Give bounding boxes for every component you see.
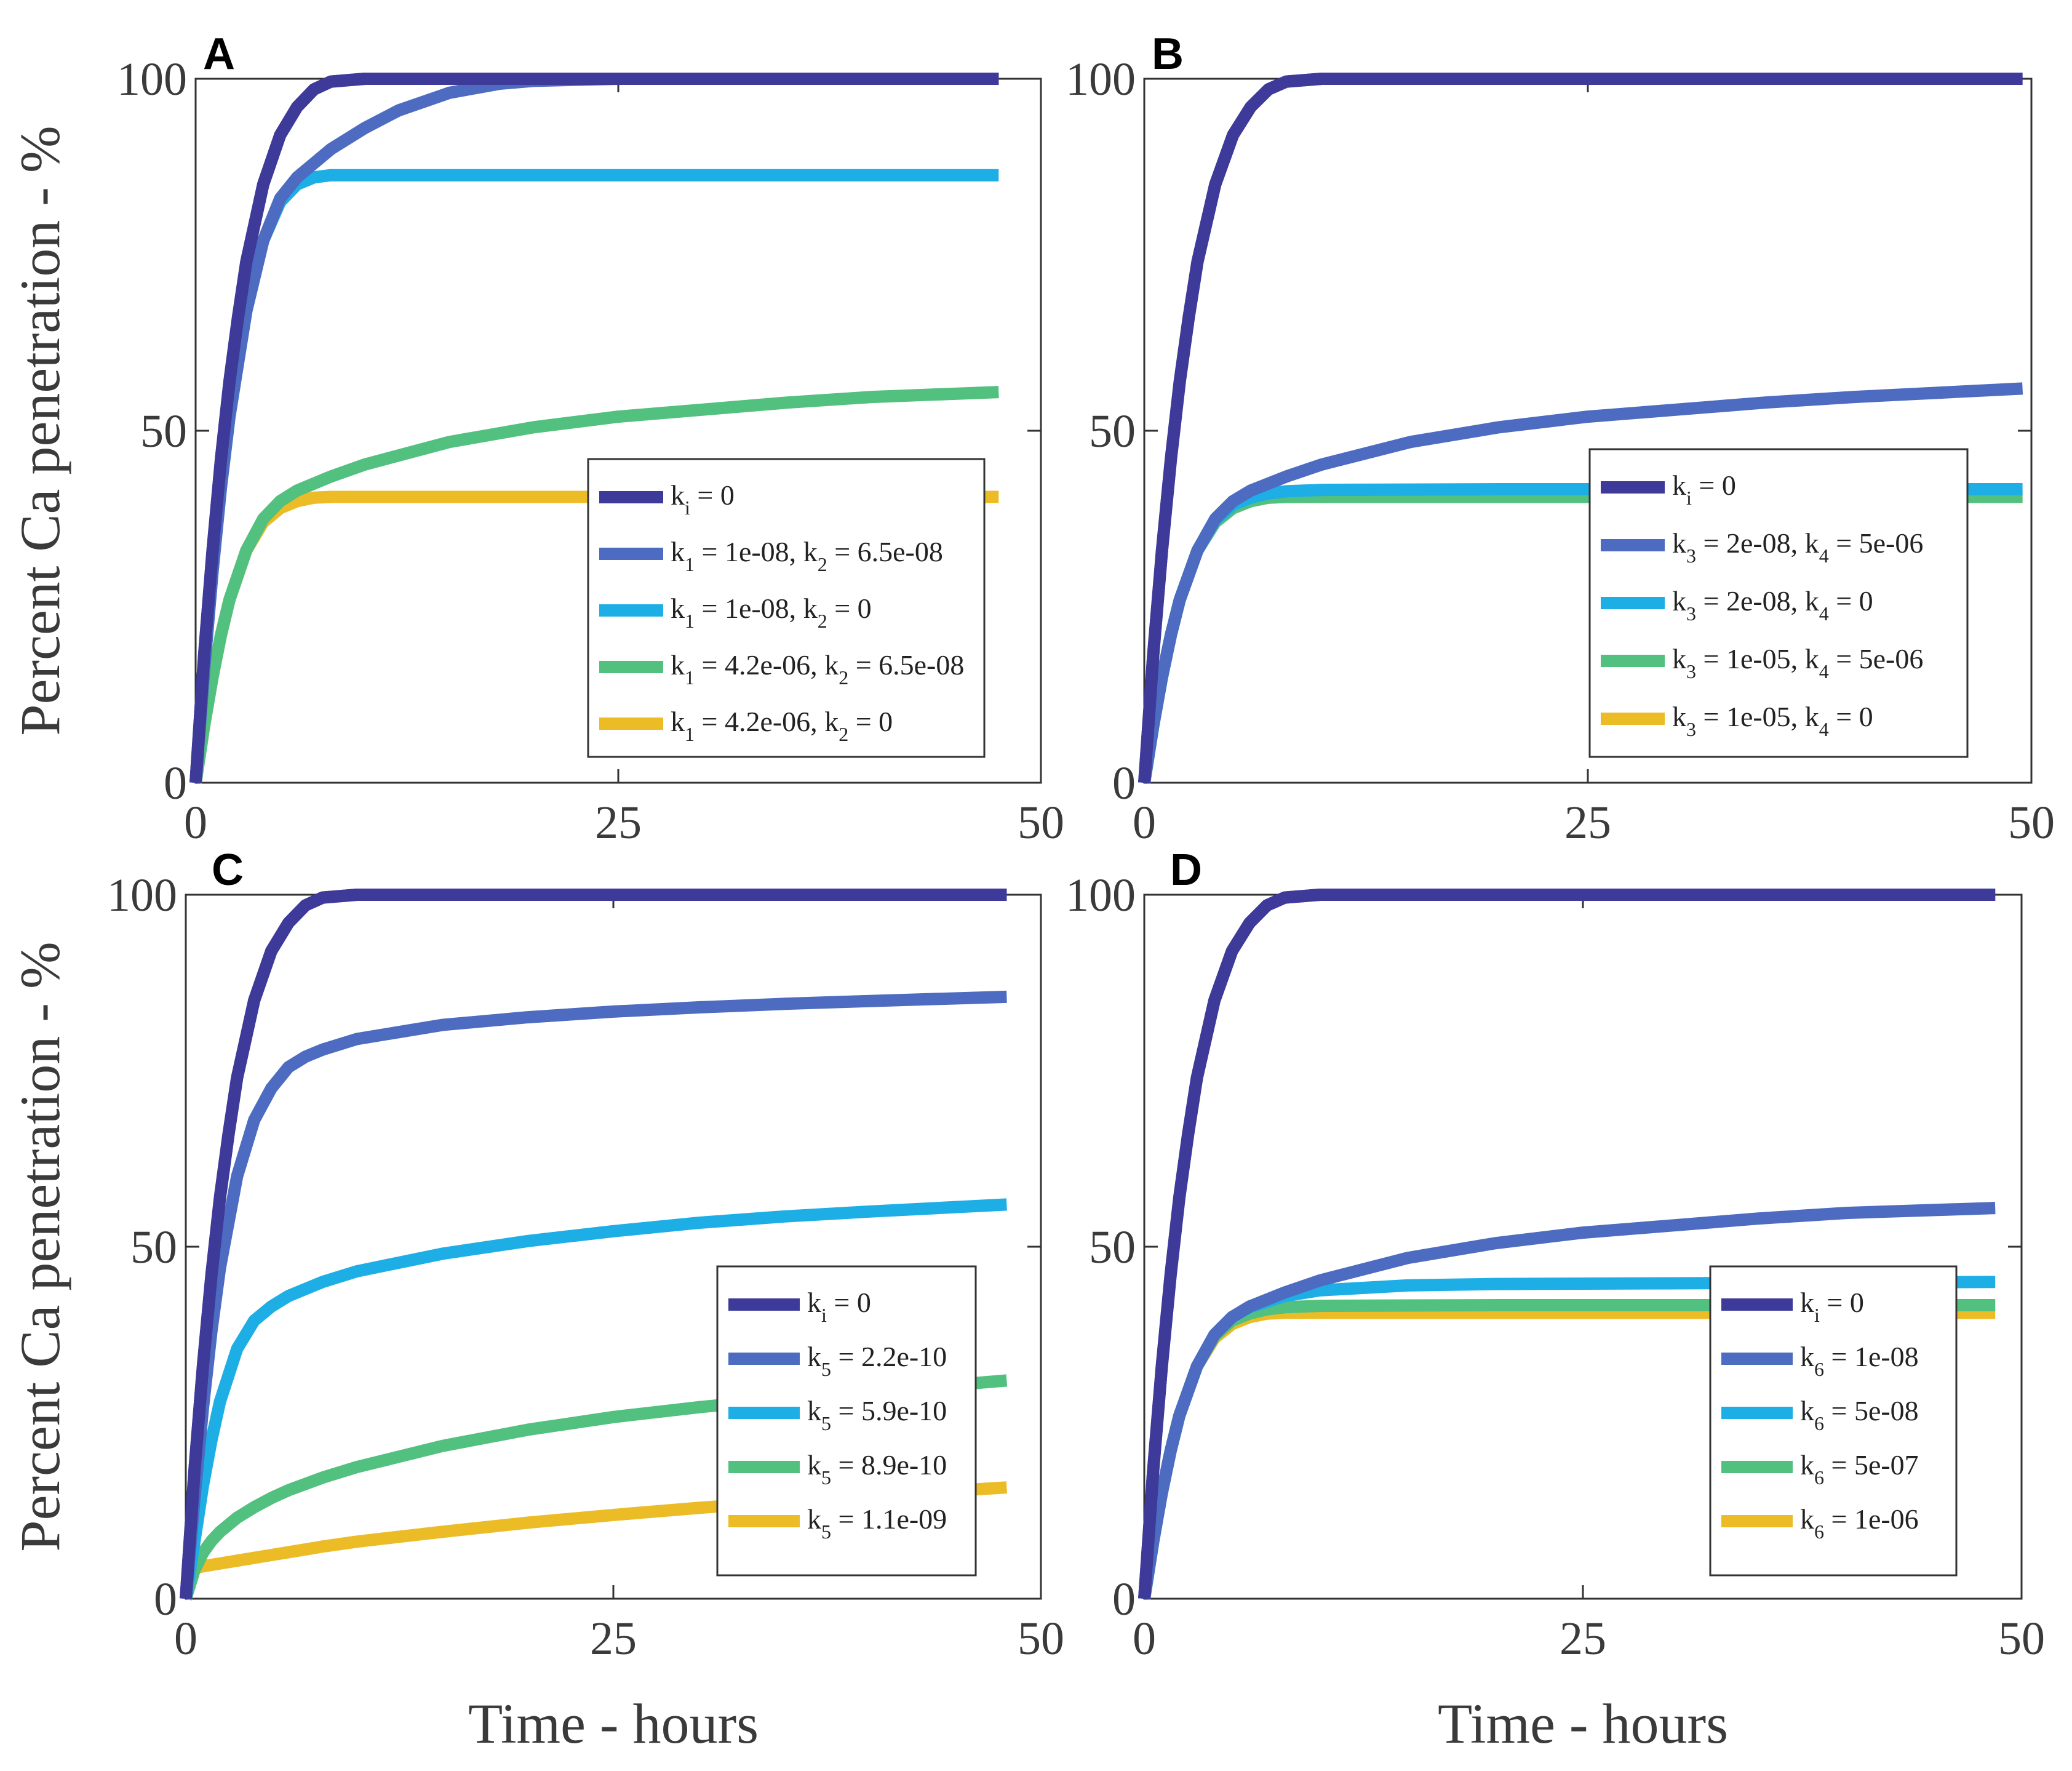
y-tick-label: 100 (117, 54, 187, 105)
legend-entry: k1 = 4.2e-06, k2 = 6.5e-08 (671, 649, 964, 689)
y-tick-label: 50 (1089, 406, 1136, 457)
panel-letter: B (1152, 30, 1184, 79)
panel-letter: C (212, 846, 244, 895)
x-tick-label: 25 (595, 797, 642, 849)
y-tick-label: 100 (1066, 54, 1136, 105)
legend-entry: k5 = 5.9e-10 (807, 1395, 947, 1434)
x-tick-label: 50 (1998, 1613, 2045, 1665)
series-line-3 (180, 1198, 1007, 1600)
legend-entry: k1 = 1e-08, k2 = 6.5e-08 (671, 536, 943, 575)
y-tick-label: 50 (1089, 1221, 1136, 1273)
series-line-4 (180, 1374, 1008, 1601)
legend-entry: k3 = 1e-05, k4 = 5e-06 (1672, 643, 1923, 682)
y-tick-label: 0 (154, 1573, 177, 1625)
legend-entry: k3 = 2e-08, k4 = 0 (1672, 585, 1873, 625)
legend-entry: ki = 0 (671, 479, 735, 519)
legend: ki = 0 k5 = 2.2e-10 k5 = 5.9e-10 k5 = 8.9e-… (716, 1265, 977, 1577)
legend-entry: k5 = 8.9e-10 (807, 1449, 947, 1489)
x-tick-label: 0 (174, 1613, 197, 1665)
y-tick-label: 50 (130, 1221, 177, 1273)
series-line-4 (189, 386, 999, 784)
chart-panel-d: 0 25 50 0 50 100 ki = 0 k6 = 1e-08 k6 = 5e-08 k6 … (1066, 846, 2045, 1755)
y-tick-label: 100 (107, 870, 177, 921)
x-tick-label: 0 (1133, 797, 1156, 849)
x-tick-label: 0 (184, 797, 207, 849)
y-axis-label: Percent Ca penetration - % (9, 941, 71, 1551)
chart-panel-a: 0 25 50 0 50 100 ki = 0 k1 = 1e-08, k2 = 6.5e-0… (9, 30, 1064, 849)
panel-letter: A (203, 30, 235, 79)
y-axis-label: Percent Ca penetration - % (9, 126, 71, 735)
legend: ki = 0 k1 = 1e-08, k2 = 6.5e-08 k1 = 1e-08… (587, 458, 986, 758)
legend-entry: ki = 0 (807, 1287, 871, 1326)
series-line-1-top (189, 73, 999, 783)
legend-entry: k1 = 1e-08, k2 = 0 (671, 593, 872, 632)
y-tick-label: 0 (1112, 1573, 1136, 1625)
panel-letter: D (1170, 846, 1202, 895)
legend-entry: k3 = 1e-05, k4 = 0 (1672, 701, 1873, 740)
series-line-1-top (180, 889, 1007, 1599)
x-tick-label: 50 (1018, 797, 1064, 849)
x-tick-label: 0 (1133, 1613, 1156, 1665)
y-tick-label: 0 (1112, 758, 1136, 809)
x-tick-label: 25 (1564, 797, 1611, 849)
legend-entry: k5 = 2.2e-10 (807, 1341, 947, 1380)
legend-entry: k5 = 1.1e-09 (807, 1503, 947, 1543)
x-tick-label: 50 (1018, 1613, 1064, 1665)
legend: ki = 0 k3 = 2e-08, k4 = 5e-06 k3 = 2e-08, … (1588, 448, 1969, 758)
legend-entry: k6 = 1e-06 (1800, 1503, 1919, 1543)
chart-panel-c: 0 25 50 0 50 100 ki = 0 k5 = 2.2e-10 k5 = 5.9e-1… (9, 846, 1064, 1755)
series-line-2 (1138, 1202, 1996, 1600)
x-tick-label: 25 (590, 1613, 637, 1665)
legend-entry: ki = 0 (1800, 1287, 1864, 1326)
y-tick-label: 0 (164, 758, 187, 809)
y-tick-label: 50 (140, 406, 187, 457)
x-tick-label: 50 (2008, 797, 2055, 849)
x-axis-label: Time - hours (468, 1692, 759, 1755)
series-line-2 (1138, 382, 2023, 784)
legend-entry: k6 = 5e-07 (1800, 1449, 1919, 1489)
legend-entry: k6 = 5e-08 (1800, 1395, 1919, 1434)
x-axis-label: Time - hours (1438, 1692, 1728, 1755)
legend-entry: k1 = 4.2e-06, k2 = 0 (671, 706, 893, 745)
legend: ki = 0 k6 = 1e-08 k6 = 5e-08 k6 = 5e-07 k6 =… (1709, 1265, 1958, 1577)
legend-entry: k6 = 1e-08 (1800, 1341, 1919, 1380)
series-line-1-top (1138, 73, 2023, 783)
legend-entry: k3 = 2e-08, k4 = 5e-06 (1672, 527, 1923, 567)
series-line-1-top (1138, 889, 1996, 1599)
y-tick-label: 100 (1066, 870, 1136, 921)
x-tick-label: 25 (1560, 1613, 1606, 1665)
legend-entry: ki = 0 (1672, 470, 1736, 509)
